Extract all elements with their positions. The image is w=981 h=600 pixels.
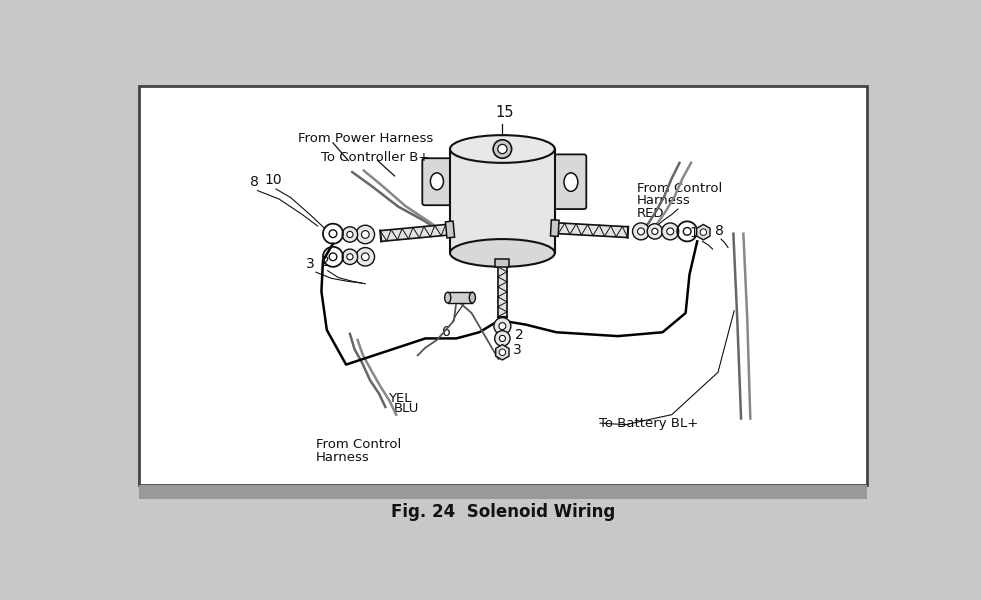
Circle shape	[647, 224, 662, 239]
Polygon shape	[495, 344, 509, 360]
Circle shape	[361, 253, 369, 260]
Circle shape	[330, 230, 336, 238]
Circle shape	[347, 254, 353, 260]
Polygon shape	[381, 224, 446, 241]
Text: 2: 2	[515, 328, 524, 341]
Text: 2: 2	[321, 255, 330, 269]
Bar	[139, 485, 866, 499]
Ellipse shape	[450, 135, 554, 163]
Polygon shape	[558, 223, 628, 238]
Circle shape	[356, 225, 375, 244]
Text: 10: 10	[689, 226, 706, 240]
Text: 6: 6	[441, 325, 450, 340]
Circle shape	[356, 248, 375, 266]
Ellipse shape	[450, 239, 554, 267]
Circle shape	[342, 227, 358, 242]
Circle shape	[651, 229, 658, 235]
Text: YEL: YEL	[388, 392, 412, 404]
Ellipse shape	[444, 292, 451, 303]
Polygon shape	[495, 259, 509, 267]
Circle shape	[342, 249, 358, 265]
Bar	[139, 86, 866, 485]
Circle shape	[684, 227, 691, 235]
Circle shape	[497, 145, 507, 154]
Text: Fig. 24  Solenoid Wiring: Fig. 24 Solenoid Wiring	[390, 503, 615, 521]
Text: To Controller B+: To Controller B+	[322, 151, 430, 164]
Circle shape	[667, 228, 674, 235]
Circle shape	[499, 335, 505, 341]
Text: 10: 10	[264, 173, 282, 187]
Text: Harness: Harness	[316, 451, 370, 464]
Circle shape	[700, 229, 706, 235]
Polygon shape	[497, 267, 507, 317]
Circle shape	[493, 317, 511, 335]
Polygon shape	[445, 221, 454, 238]
Circle shape	[361, 230, 369, 238]
Text: RED: RED	[637, 207, 665, 220]
Text: From Control: From Control	[637, 182, 722, 195]
Polygon shape	[697, 224, 710, 240]
FancyBboxPatch shape	[554, 154, 587, 209]
Circle shape	[347, 232, 353, 238]
Circle shape	[633, 223, 649, 240]
Text: From Control: From Control	[316, 438, 401, 451]
Polygon shape	[450, 149, 554, 253]
Text: BLU: BLU	[393, 401, 419, 415]
Circle shape	[662, 223, 679, 240]
Circle shape	[493, 140, 512, 158]
Text: 8: 8	[715, 224, 724, 238]
Ellipse shape	[431, 173, 443, 190]
Text: Harness: Harness	[637, 194, 691, 208]
Ellipse shape	[564, 173, 578, 191]
Text: From Power Harness: From Power Harness	[298, 132, 434, 145]
Circle shape	[499, 323, 506, 329]
Text: To Battery BL+: To Battery BL+	[598, 417, 697, 430]
Text: 3: 3	[513, 343, 522, 357]
Ellipse shape	[469, 292, 476, 303]
Polygon shape	[447, 292, 472, 303]
FancyBboxPatch shape	[422, 158, 451, 205]
Text: 3: 3	[305, 257, 314, 271]
Circle shape	[494, 331, 510, 346]
Circle shape	[330, 253, 336, 260]
Text: 8: 8	[250, 175, 259, 189]
Circle shape	[499, 349, 505, 356]
Polygon shape	[550, 220, 559, 236]
Text: 15: 15	[495, 105, 514, 120]
Circle shape	[638, 228, 645, 235]
